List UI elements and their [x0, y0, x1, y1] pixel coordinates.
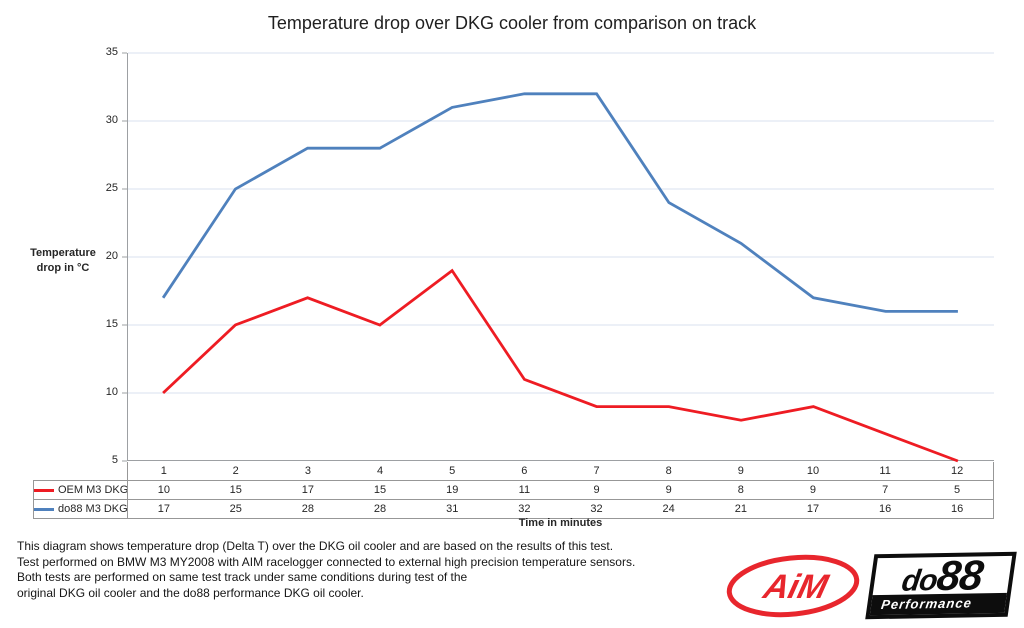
y-axis-label-line2: drop in °C: [36, 262, 90, 274]
value-cell: 17: [271, 480, 344, 500]
value-cell: 17: [126, 499, 200, 519]
category-cell: 4: [343, 462, 417, 481]
value-cell: 28: [343, 499, 417, 519]
footer-text: This diagram shows temperature drop (Del…: [17, 539, 635, 601]
value-cell: 8: [704, 480, 777, 500]
do88-logo-tagline: Performance: [869, 592, 1007, 616]
value-cell: 28: [271, 499, 344, 519]
category-cell: 12: [921, 462, 995, 481]
value-cell: 31: [416, 499, 489, 519]
category-cell: 7: [560, 462, 633, 481]
category-cell: 11: [849, 462, 922, 481]
category-cell: 8: [632, 462, 705, 481]
table-series-row: OEM M3 DKG 10 15 17 15 19 11 9 9 8 9 7 5: [33, 480, 995, 500]
y-tick-label: 30: [105, 114, 118, 126]
legend-label: do88 M3 DKG: [58, 503, 128, 515]
y-axis-label: Temperature drop in °C: [18, 246, 108, 276]
category-cell: 2: [199, 462, 272, 481]
y-tick-label: 35: [105, 46, 118, 58]
value-cell: 10: [126, 480, 200, 500]
value-cell: 32: [560, 499, 633, 519]
value-cell: 21: [704, 499, 777, 519]
table-series-row: do88 M3 DKG 17 25 28 28 31 32 32 24 21 17 16 16: [33, 499, 995, 519]
series-line-do88-m3-dkg: [161, 92, 958, 313]
legend-swatch: [34, 488, 54, 492]
do88-brand-prefix: do: [899, 564, 939, 598]
category-cell: 1: [126, 462, 200, 481]
value-cell: 5: [921, 480, 995, 500]
aim-logo-ellipse: [726, 554, 860, 618]
do88-logo: do88 Performance: [865, 551, 1017, 620]
aim-logo-text: AiM: [759, 568, 833, 605]
y-tick-label: 25: [105, 182, 118, 194]
y-tick-label: 5: [111, 454, 118, 466]
do88-logo-brand: do88: [873, 551, 1013, 599]
value-cell: 17: [776, 499, 850, 519]
chart-title: Temperature drop over DKG cooler from co…: [267, 13, 757, 33]
value-cell: 9: [776, 480, 850, 500]
value-cell: 16: [849, 499, 922, 519]
y-tick-label: 10: [105, 386, 118, 398]
footer-line: Both tests are performed on same test tr…: [17, 570, 468, 585]
value-cell: 15: [343, 480, 417, 500]
category-cell: 3: [271, 462, 344, 481]
chart-plot-area: [122, 52, 994, 463]
category-cell: 9: [704, 462, 777, 481]
aim-logo-graphic: AiM: [726, 554, 860, 618]
legend-cell: do88 M3 DKG: [33, 499, 128, 519]
legend-label: OEM M3 DKG: [58, 484, 128, 496]
table-header-row: 1 2 3 4 5 6 7 8 9 10 11 12: [33, 462, 995, 481]
do88-brand-suffix: 88: [934, 551, 986, 600]
value-cell: 9: [632, 480, 705, 500]
data-table: 1 2 3 4 5 6 7 8 9 10 11 12 OEM M3 DKG 10 15 17 15 19 11 9 9 8…: [33, 462, 995, 519]
value-cell: 24: [632, 499, 705, 519]
legend-swatch: [34, 507, 54, 511]
value-cell: 19: [416, 480, 489, 500]
value-cell: 25: [199, 499, 272, 519]
value-cell: 15: [199, 480, 272, 500]
y-tick-label: 20: [105, 250, 118, 262]
value-cell: 11: [488, 480, 561, 500]
footer-line: Test performed on BMW M3 MY2008 with AIM…: [17, 554, 636, 569]
footer-line: original DKG oil cooler and the do88 per…: [17, 585, 364, 600]
category-cell: 6: [488, 462, 561, 481]
category-cell: 10: [776, 462, 850, 481]
aim-logo: AiM: [725, 553, 861, 619]
value-cell: 7: [849, 480, 922, 500]
y-tick-label: 15: [105, 318, 118, 330]
value-cell: 9: [560, 480, 633, 500]
table-corner-cell: [33, 462, 128, 481]
y-axis-label-line1: Temperature: [30, 247, 96, 259]
footer-line: This diagram shows temperature drop (Del…: [17, 539, 614, 553]
category-cell: 5: [416, 462, 489, 481]
value-cell: 16: [921, 499, 995, 519]
legend-cell: OEM M3 DKG: [33, 480, 128, 500]
x-axis-title: Time in minutes: [518, 517, 603, 529]
value-cell: 32: [488, 499, 561, 519]
series-line-oem-m3-dkg: [162, 268, 959, 463]
